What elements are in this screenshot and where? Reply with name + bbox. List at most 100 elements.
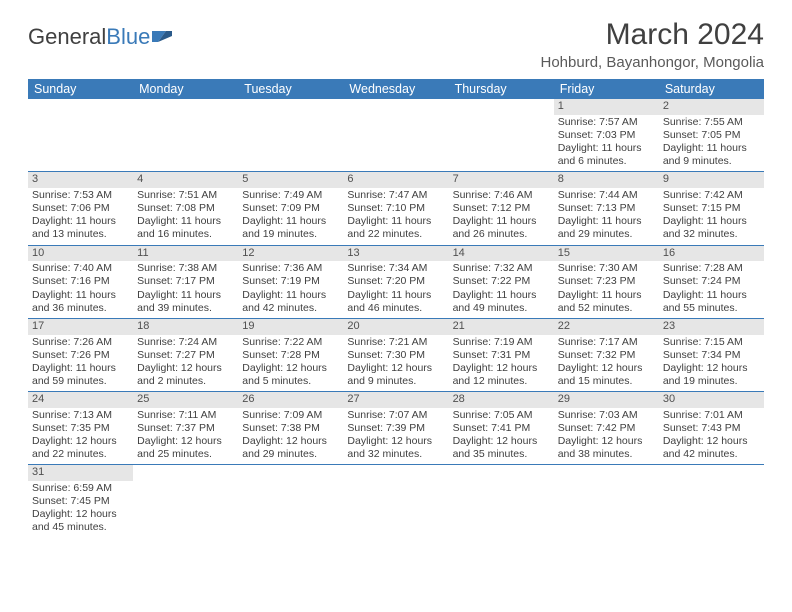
daylight-text-2: and 46 minutes. [347,302,444,315]
sunset-text: Sunset: 7:03 PM [558,129,655,142]
empty-cell [133,99,238,172]
weekday-header-row: SundayMondayTuesdayWednesdayThursdayFrid… [28,79,764,99]
day-number: 20 [343,319,448,335]
day-body: Sunrise: 7:46 AMSunset: 7:12 PMDaylight:… [449,188,554,245]
weekday-sunday: Sunday [28,79,133,99]
daylight-text-2: and 5 minutes. [242,375,339,388]
day-cell-1: 1Sunrise: 7:57 AMSunset: 7:03 PMDaylight… [554,99,659,172]
sunset-text: Sunset: 7:41 PM [453,422,550,435]
daylight-text-2: and 36 minutes. [32,302,129,315]
day-cell-19: 19Sunrise: 7:22 AMSunset: 7:28 PMDayligh… [238,318,343,391]
day-cell-10: 10Sunrise: 7:40 AMSunset: 7:16 PMDayligh… [28,245,133,318]
logo: GeneralBlue [28,18,174,50]
day-body: Sunrise: 7:07 AMSunset: 7:39 PMDaylight:… [343,408,448,465]
daylight-text-2: and 38 minutes. [558,448,655,461]
calendar-row: 3Sunrise: 7:53 AMSunset: 7:06 PMDaylight… [28,172,764,245]
day-body: Sunrise: 7:30 AMSunset: 7:23 PMDaylight:… [554,261,659,318]
day-cell-3: 3Sunrise: 7:53 AMSunset: 7:06 PMDaylight… [28,172,133,245]
daylight-text-2: and 39 minutes. [137,302,234,315]
daylight-text-2: and 26 minutes. [453,228,550,241]
day-number: 7 [449,172,554,188]
day-body: Sunrise: 7:28 AMSunset: 7:24 PMDaylight:… [659,261,764,318]
calendar-row: 10Sunrise: 7:40 AMSunset: 7:16 PMDayligh… [28,245,764,318]
day-number: 10 [28,246,133,262]
day-cell-6: 6Sunrise: 7:47 AMSunset: 7:10 PMDaylight… [343,172,448,245]
day-number: 27 [343,392,448,408]
daylight-text-2: and 49 minutes. [453,302,550,315]
daylight-text-1: Daylight: 12 hours [242,362,339,375]
day-cell-17: 17Sunrise: 7:26 AMSunset: 7:26 PMDayligh… [28,318,133,391]
day-body: Sunrise: 7:03 AMSunset: 7:42 PMDaylight:… [554,408,659,465]
sunset-text: Sunset: 7:39 PM [347,422,444,435]
daylight-text-1: Daylight: 12 hours [347,435,444,448]
daylight-text-1: Daylight: 11 hours [453,215,550,228]
header: GeneralBlue March 2024 Hohburd, Bayanhon… [28,18,764,71]
calendar-row: 31Sunrise: 6:59 AMSunset: 7:45 PMDayligh… [28,465,764,538]
day-number: 16 [659,246,764,262]
day-cell-4: 4Sunrise: 7:51 AMSunset: 7:08 PMDaylight… [133,172,238,245]
day-body: Sunrise: 7:05 AMSunset: 7:41 PMDaylight:… [449,408,554,465]
day-number: 28 [449,392,554,408]
daylight-text-1: Daylight: 12 hours [32,508,129,521]
day-number: 2 [659,99,764,115]
daylight-text-2: and 52 minutes. [558,302,655,315]
day-body: Sunrise: 7:36 AMSunset: 7:19 PMDaylight:… [238,261,343,318]
daylight-text-1: Daylight: 11 hours [32,289,129,302]
sunrise-text: Sunrise: 7:42 AM [663,189,760,202]
day-cell-24: 24Sunrise: 7:13 AMSunset: 7:35 PMDayligh… [28,392,133,465]
logo-text-2: Blue [106,24,150,50]
daylight-text-2: and 19 minutes. [242,228,339,241]
day-cell-16: 16Sunrise: 7:28 AMSunset: 7:24 PMDayligh… [659,245,764,318]
sunset-text: Sunset: 7:45 PM [32,495,129,508]
empty-cell [343,99,448,172]
day-cell-8: 8Sunrise: 7:44 AMSunset: 7:13 PMDaylight… [554,172,659,245]
title-block: March 2024 Hohburd, Bayanhongor, Mongoli… [541,18,765,71]
day-number: 26 [238,392,343,408]
daylight-text-2: and 55 minutes. [663,302,760,315]
day-cell-2: 2Sunrise: 7:55 AMSunset: 7:05 PMDaylight… [659,99,764,172]
sunrise-text: Sunrise: 7:11 AM [137,409,234,422]
day-cell-11: 11Sunrise: 7:38 AMSunset: 7:17 PMDayligh… [133,245,238,318]
day-body: Sunrise: 7:40 AMSunset: 7:16 PMDaylight:… [28,261,133,318]
day-body: Sunrise: 7:57 AMSunset: 7:03 PMDaylight:… [554,115,659,172]
day-number: 30 [659,392,764,408]
sunset-text: Sunset: 7:15 PM [663,202,760,215]
empty-cell [343,465,448,538]
day-cell-20: 20Sunrise: 7:21 AMSunset: 7:30 PMDayligh… [343,318,448,391]
day-cell-31: 31Sunrise: 6:59 AMSunset: 7:45 PMDayligh… [28,465,133,538]
day-number: 18 [133,319,238,335]
daylight-text-2: and 42 minutes. [242,302,339,315]
sunrise-text: Sunrise: 7:46 AM [453,189,550,202]
day-number: 4 [133,172,238,188]
day-number: 25 [133,392,238,408]
day-number: 3 [28,172,133,188]
daylight-text-1: Daylight: 12 hours [663,435,760,448]
sunrise-text: Sunrise: 7:36 AM [242,262,339,275]
sunrise-text: Sunrise: 7:24 AM [137,336,234,349]
day-cell-15: 15Sunrise: 7:30 AMSunset: 7:23 PMDayligh… [554,245,659,318]
day-cell-28: 28Sunrise: 7:05 AMSunset: 7:41 PMDayligh… [449,392,554,465]
day-cell-22: 22Sunrise: 7:17 AMSunset: 7:32 PMDayligh… [554,318,659,391]
daylight-text-1: Daylight: 11 hours [137,289,234,302]
daylight-text-2: and 29 minutes. [558,228,655,241]
daylight-text-2: and 9 minutes. [663,155,760,168]
sunrise-text: Sunrise: 7:57 AM [558,116,655,129]
sunrise-text: Sunrise: 7:26 AM [32,336,129,349]
sunrise-text: Sunrise: 7:51 AM [137,189,234,202]
day-body: Sunrise: 7:01 AMSunset: 7:43 PMDaylight:… [659,408,764,465]
empty-cell [238,465,343,538]
day-body: Sunrise: 7:55 AMSunset: 7:05 PMDaylight:… [659,115,764,172]
sunrise-text: Sunrise: 7:28 AM [663,262,760,275]
sunset-text: Sunset: 7:43 PM [663,422,760,435]
daylight-text-1: Daylight: 11 hours [32,362,129,375]
day-body: Sunrise: 7:53 AMSunset: 7:06 PMDaylight:… [28,188,133,245]
sunrise-text: Sunrise: 7:19 AM [453,336,550,349]
daylight-text-1: Daylight: 11 hours [32,215,129,228]
empty-cell [449,465,554,538]
sunrise-text: Sunrise: 7:22 AM [242,336,339,349]
day-number: 6 [343,172,448,188]
sunrise-text: Sunrise: 7:03 AM [558,409,655,422]
daylight-text-1: Daylight: 11 hours [242,289,339,302]
day-body: Sunrise: 7:34 AMSunset: 7:20 PMDaylight:… [343,261,448,318]
daylight-text-2: and 42 minutes. [663,448,760,461]
